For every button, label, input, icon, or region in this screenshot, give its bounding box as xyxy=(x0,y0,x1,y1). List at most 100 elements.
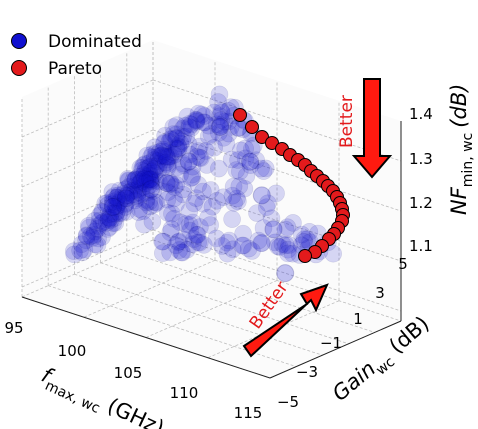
dominated-point xyxy=(180,216,199,234)
dominated-point xyxy=(133,172,151,191)
dominated-point xyxy=(96,194,114,213)
dominated-point xyxy=(141,170,159,189)
dominated-point xyxy=(187,148,206,166)
dominated-point xyxy=(189,104,208,123)
dominated-point xyxy=(155,134,173,153)
dominated-point xyxy=(154,142,172,161)
dominated-point xyxy=(190,148,209,167)
dominated-point xyxy=(124,185,143,204)
dominated-point xyxy=(117,186,135,205)
dominated-point xyxy=(284,214,302,232)
dominated-point xyxy=(222,118,240,136)
dominated-point xyxy=(126,191,144,210)
dominated-point xyxy=(181,221,199,240)
dominated-point xyxy=(233,236,252,255)
dominated-point xyxy=(120,178,138,196)
dominated-point xyxy=(91,206,109,225)
dominated-point xyxy=(161,147,180,166)
dominated-point xyxy=(150,155,168,173)
dominated-point xyxy=(196,113,214,132)
dominated-point xyxy=(201,181,220,199)
dominated-point xyxy=(108,191,126,209)
dominated-point xyxy=(211,117,230,136)
dominated-point xyxy=(146,164,164,183)
dominated-point xyxy=(174,185,192,204)
dominated-point xyxy=(143,145,162,163)
dominated-point xyxy=(174,119,192,138)
grid-line xyxy=(145,280,278,338)
dominated-point xyxy=(156,126,174,145)
y-tick-label: −5 xyxy=(277,393,299,411)
dominated-point xyxy=(180,118,198,136)
dominated-point xyxy=(191,233,209,252)
down-arrow-shape xyxy=(351,78,393,179)
dominated-point xyxy=(153,232,171,251)
dominated-point xyxy=(88,236,107,254)
dominated-point xyxy=(136,173,154,192)
dominated-point xyxy=(104,197,122,216)
dominated-point xyxy=(102,211,120,229)
dominated-point xyxy=(193,105,211,124)
dominated-point xyxy=(103,193,122,211)
legend: Dominated Pareto xyxy=(11,32,142,79)
dominated-point xyxy=(110,193,128,212)
dominated-point xyxy=(137,191,156,209)
pareto-point xyxy=(245,120,259,134)
dominated-point xyxy=(119,170,137,188)
dominated-point xyxy=(267,184,285,203)
grid-line xyxy=(152,229,402,312)
dominated-point xyxy=(137,160,155,178)
grid-line xyxy=(74,273,323,356)
dominated-point xyxy=(139,159,157,177)
dominated-point xyxy=(131,173,150,191)
dominated-point xyxy=(181,145,199,164)
dominated-point xyxy=(210,124,228,142)
dominated-point xyxy=(278,218,297,236)
dominated-point xyxy=(115,195,134,214)
dominated-point xyxy=(85,212,104,230)
dominated-point xyxy=(107,205,125,223)
dominated-point xyxy=(97,214,116,232)
dominated-point xyxy=(137,193,156,212)
grid-line xyxy=(126,251,375,333)
grid-line xyxy=(83,259,216,318)
dominated-point xyxy=(202,125,221,143)
z-tick-label: 1.1 xyxy=(409,237,433,255)
dominated-point xyxy=(155,147,174,166)
dominated-point xyxy=(214,188,233,207)
z-tick-label: 1.2 xyxy=(409,194,433,212)
dominated-point xyxy=(94,212,113,231)
dominated-point xyxy=(145,148,164,167)
y-axis-tick-labels: −5 −3−1 135 xyxy=(277,255,408,411)
dominated-point xyxy=(104,189,122,207)
grid-line xyxy=(21,79,154,138)
dominated-point xyxy=(116,180,135,199)
dominated-point xyxy=(153,146,171,165)
dominated-point xyxy=(143,162,162,181)
dominated-point xyxy=(158,150,177,169)
dominated-point xyxy=(177,127,196,146)
dominated-point xyxy=(187,113,206,131)
dominated-point xyxy=(131,159,150,177)
dominated-point xyxy=(65,245,83,264)
dominated-point xyxy=(154,140,172,159)
dominated-point xyxy=(142,176,161,194)
dominated-point xyxy=(147,157,165,176)
z-tick-label: 1.3 xyxy=(409,150,433,168)
dominated-point xyxy=(208,192,226,210)
x-axis-tick-labels: 95 100 105 110 115 xyxy=(4,319,262,422)
dominated-point xyxy=(126,187,145,206)
dominated-point xyxy=(194,182,212,201)
dominated-point xyxy=(100,218,119,236)
dominated-point xyxy=(252,159,270,178)
dominated-point xyxy=(194,195,212,213)
dominated-point xyxy=(201,216,219,234)
dominated-point xyxy=(210,85,229,104)
dominated-point xyxy=(199,116,218,135)
dominated-point xyxy=(158,190,177,209)
dominated-point xyxy=(141,166,159,185)
dominated-point xyxy=(140,154,158,173)
dominated-point xyxy=(184,213,202,232)
dominated-point xyxy=(85,222,104,241)
y-tick-label: 5 xyxy=(398,255,408,273)
